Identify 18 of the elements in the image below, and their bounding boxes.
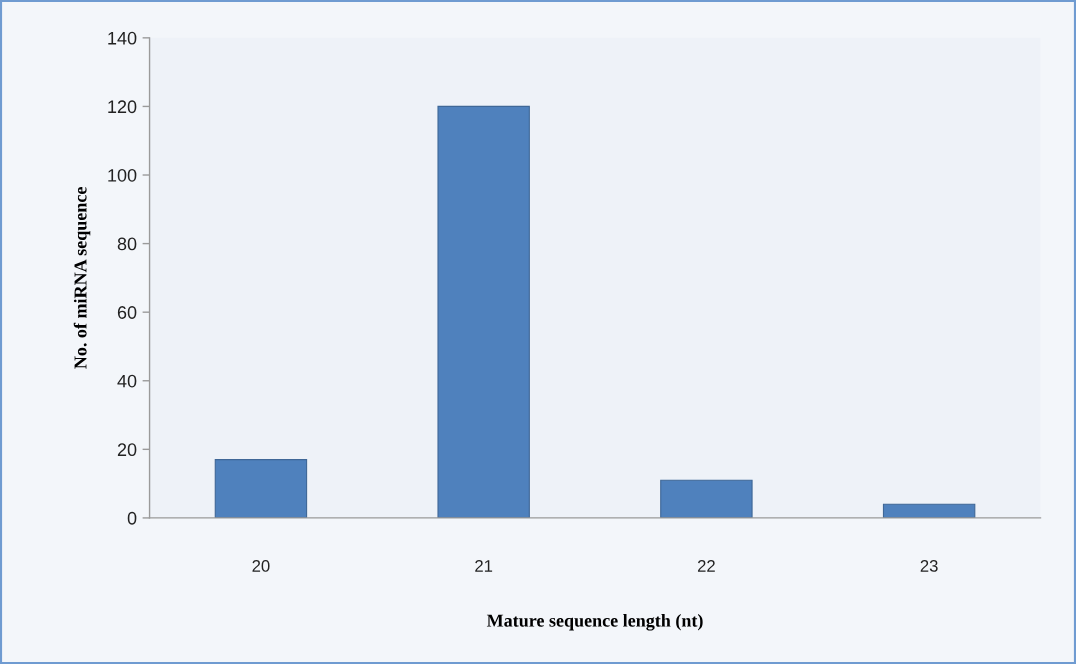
y-tick-label: 20 [117,443,137,457]
x-tick-label: 21 [475,560,493,572]
x-tick-label: 23 [920,560,938,572]
x-axis-title: Mature sequence length (nt) [486,614,703,631]
bar [882,503,976,518]
bar [660,479,753,518]
y-tick-label: 0 [127,511,137,525]
y-tick-label: 60 [117,306,137,319]
y-axis-title: No. of miRNA sequence [73,187,91,369]
bar [437,105,530,518]
y-tick-label: 100 [108,168,137,182]
y-tick-label: 120 [108,100,137,114]
x-tick-label: 22 [697,560,715,572]
y-tick-label: 80 [117,237,137,251]
y-tick-label: 140 [108,31,137,45]
bar [214,459,308,518]
y-tick-label: 40 [117,374,137,388]
x-tick-label: 20 [252,560,270,572]
